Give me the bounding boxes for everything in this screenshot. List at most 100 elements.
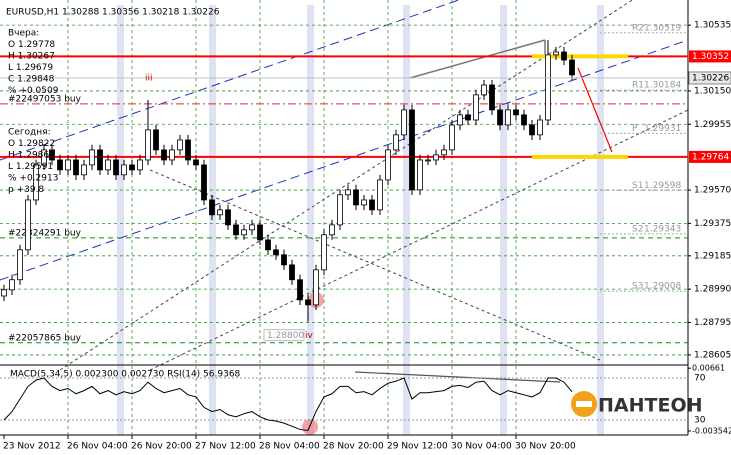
price-tag	[688, 71, 731, 85]
candle-body	[273, 249, 279, 256]
candle-body	[321, 234, 327, 271]
pivot-value: 1.29008	[644, 282, 681, 292]
candle-body	[553, 51, 559, 56]
candle-body	[153, 129, 159, 151]
candle-body	[25, 199, 31, 251]
candle-body	[257, 224, 263, 241]
indicator-title: MACD(5,34,5) 0.002300 0.002730 RSI(14) 5…	[10, 370, 241, 380]
wave-label: iii	[145, 73, 153, 83]
candle-body	[41, 149, 47, 166]
pivot-value: 1.30519	[644, 23, 681, 33]
y-tick-label: 1.28605	[694, 350, 731, 360]
candle-body	[121, 164, 127, 176]
pivot-name: P	[632, 124, 638, 134]
y-tick-label: 1.28795	[694, 318, 731, 328]
candle-body	[425, 159, 431, 162]
candle-body	[417, 159, 423, 191]
candle-body	[137, 159, 143, 171]
chart-title: EURUSD,H1 1.30288 1.30356 1.30218 1.3022…	[6, 8, 220, 18]
candle-body	[441, 149, 447, 156]
pivot-name: R1	[632, 81, 644, 91]
info-line: H 1.29861	[8, 151, 55, 161]
logo	[571, 391, 597, 417]
candle-body	[73, 159, 79, 176]
x-tick-label: 29 Nov 12:00	[387, 442, 448, 452]
info-line: p +39.8	[8, 185, 44, 195]
x-tick-label: 28 Nov 20:00	[323, 442, 384, 452]
price-tag-label: 1.30352	[692, 52, 729, 62]
candle-body	[289, 264, 295, 281]
candle-body	[497, 109, 503, 126]
watermark: ПАНТЕОН	[598, 395, 703, 417]
wave-label: iv	[305, 331, 314, 341]
x-tick-label: 23 Nov 2012	[3, 442, 61, 452]
price-tag-label: 1.29764	[692, 152, 729, 162]
x-tick-label: 27 Nov 12:00	[195, 442, 256, 452]
y-tick-label: 70	[694, 374, 706, 384]
candle-body	[161, 149, 167, 161]
candle-body	[409, 109, 415, 191]
candle-body	[201, 164, 207, 201]
order-label: #22057865 buy	[8, 333, 82, 343]
candle-body	[457, 114, 463, 126]
candle-body	[145, 129, 151, 161]
order-label: #22324291 buy	[8, 228, 82, 238]
candle-body	[89, 149, 95, 166]
candle-body	[401, 109, 407, 136]
candle-body	[169, 149, 175, 161]
candle-body	[33, 164, 39, 201]
info-line: H 1.30267	[8, 52, 55, 62]
candle-body	[129, 164, 135, 171]
pivot-value: 1.29343	[644, 224, 681, 234]
pivot-name: R2	[632, 23, 644, 33]
candle-body	[537, 119, 543, 136]
price-tag	[689, 150, 731, 163]
candle-body	[17, 249, 23, 281]
candle-body	[57, 159, 63, 171]
info-line: % +0.0509	[8, 86, 59, 96]
candle-body	[329, 224, 335, 236]
y2-tick-label: -0.003542	[692, 426, 731, 435]
y-tick-label: 1.29570	[694, 186, 731, 196]
candle-body	[209, 199, 215, 216]
candle-body	[217, 209, 223, 216]
candle-body	[505, 109, 511, 126]
pivot-value: 1.29598	[644, 181, 681, 191]
y-tick-label: 30	[694, 415, 706, 425]
candle-body	[313, 269, 319, 306]
candle-body	[449, 124, 455, 151]
y-tick-label: 1.28990	[694, 285, 731, 295]
candle-body	[529, 124, 535, 136]
candle-body	[361, 199, 367, 206]
info-line: O 1.29778	[8, 40, 55, 50]
candle-body	[49, 149, 55, 161]
price-tag	[689, 50, 731, 63]
candle-body	[225, 209, 231, 226]
pivot-value: 1.30184	[644, 81, 681, 91]
candle-body	[569, 59, 575, 76]
candle-body	[241, 229, 247, 236]
candle-body	[9, 279, 15, 291]
candle-body	[1, 289, 7, 297]
candle-body	[489, 84, 495, 111]
candle-body	[105, 159, 111, 171]
info-line: L 1.29591	[8, 162, 53, 172]
candle-body	[265, 239, 271, 251]
candle-body	[345, 189, 351, 196]
candle-body	[337, 194, 343, 226]
x-tick-label: 28 Nov 04:00	[259, 442, 320, 452]
candle-body	[97, 149, 103, 171]
candle-body	[305, 299, 311, 306]
y2-tick-label: 0.00661	[692, 364, 725, 373]
order-label: #22497053 buy	[8, 94, 82, 104]
pivot-name: S1	[632, 181, 643, 191]
candle-body	[513, 109, 519, 116]
candle-body	[249, 224, 255, 231]
pivot-name: S3	[632, 282, 643, 292]
y-tick-label: 1.30535	[694, 21, 731, 31]
candle-body	[185, 139, 191, 161]
candle-body	[81, 164, 87, 176]
info-line: Сегодня:	[8, 128, 51, 138]
candle-body	[385, 149, 391, 181]
